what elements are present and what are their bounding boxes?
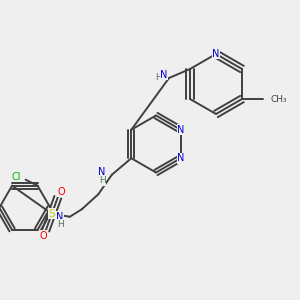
- Text: N: N: [177, 125, 184, 135]
- Text: S: S: [49, 209, 55, 219]
- Text: Cl: Cl: [12, 172, 21, 182]
- Text: O: O: [57, 187, 64, 197]
- Text: N: N: [160, 70, 167, 80]
- Text: H: H: [99, 176, 106, 185]
- Text: N: N: [98, 167, 106, 177]
- Text: O: O: [39, 231, 46, 241]
- Text: N: N: [212, 49, 220, 59]
- Text: CH₃: CH₃: [271, 94, 287, 103]
- Text: H: H: [155, 74, 161, 82]
- Text: N: N: [177, 153, 184, 163]
- Text: N: N: [56, 212, 64, 222]
- Text: H: H: [57, 220, 64, 229]
